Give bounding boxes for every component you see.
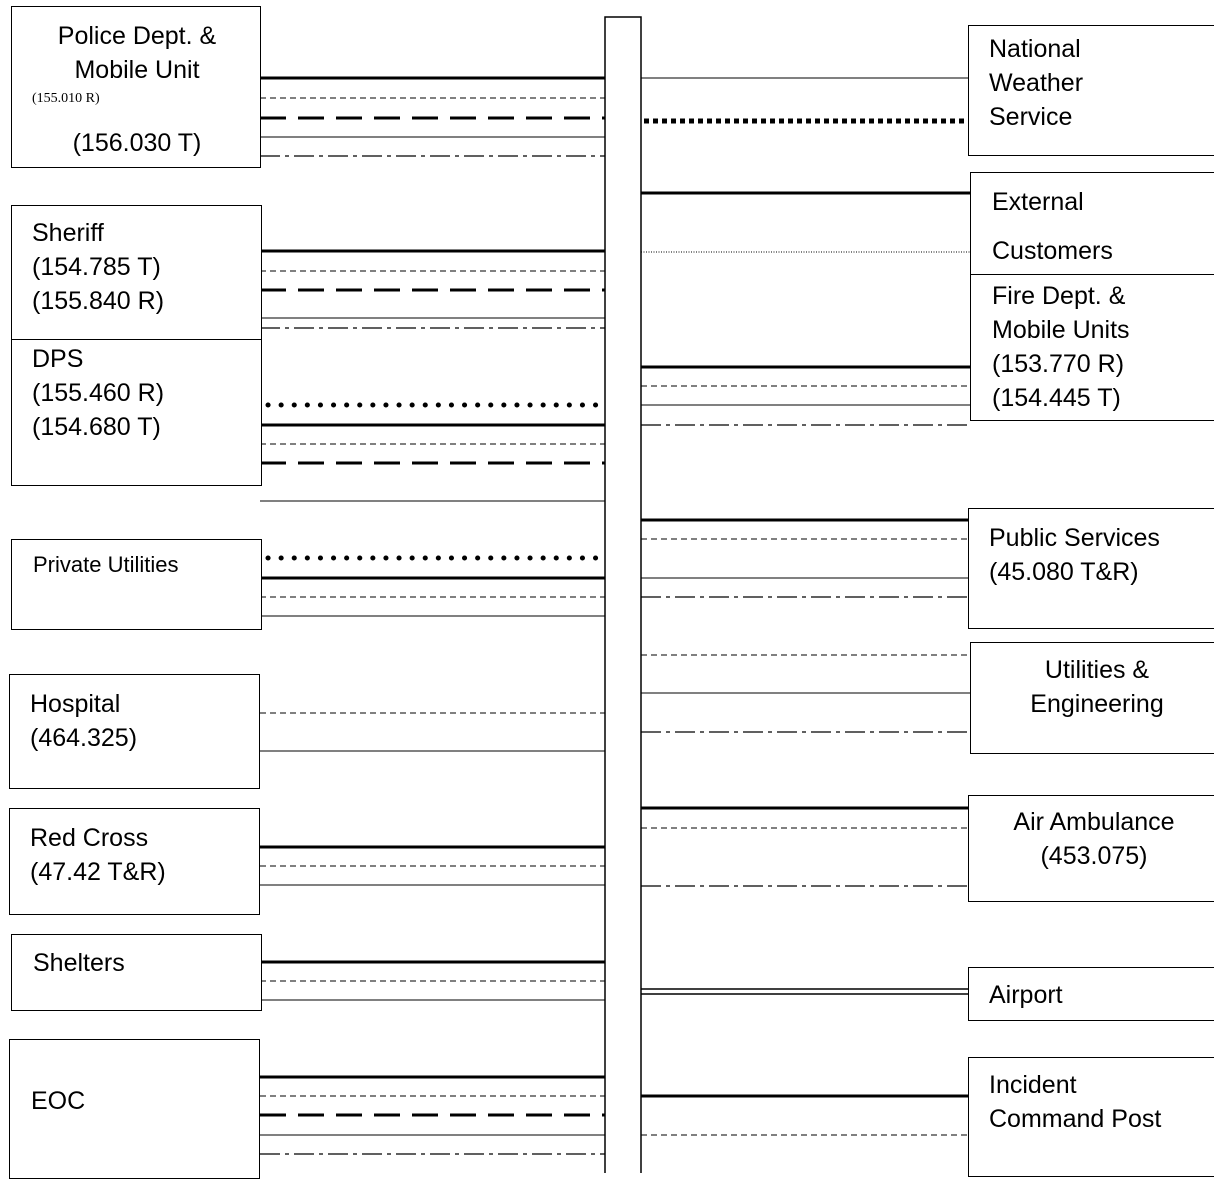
- fire-label-line1: Fire Dept. &: [992, 279, 1125, 313]
- air-ambulance-label: Air Ambulance: [969, 805, 1214, 839]
- sheriff-freq-t: (154.785 T): [32, 250, 161, 284]
- incident-command-post-box: Incident Command Post: [968, 1057, 1214, 1177]
- eoc-box: EOC: [9, 1039, 260, 1179]
- weather-label-line1: National: [989, 32, 1081, 66]
- police-label-line2: Mobile Unit: [12, 53, 262, 87]
- airport-box: Airport: [968, 967, 1214, 1021]
- sheriff-box: Sheriff (154.785 T) (155.840 R): [11, 205, 262, 341]
- utilities-eng-label-line2: Engineering: [971, 687, 1214, 721]
- fire-box: Fire Dept. & Mobile Units (153.770 R) (1…: [970, 274, 1214, 421]
- public-services-label: Public Services: [989, 521, 1160, 555]
- external-label-line1: External: [992, 185, 1084, 219]
- external-label-line2: Customers: [992, 234, 1113, 268]
- sheriff-label: Sheriff: [32, 216, 104, 250]
- central-bus: [605, 17, 641, 1173]
- shelters-label: Shelters: [33, 946, 125, 980]
- red-cross-freq: (47.42 T&R): [30, 855, 166, 889]
- weather-label-line3: Service: [989, 100, 1072, 134]
- hospital-label: Hospital: [30, 687, 120, 721]
- weather-label-line2: Weather: [989, 66, 1083, 100]
- police-freq-r: (155.010 R): [32, 90, 100, 108]
- fire-label-line2: Mobile Units: [992, 313, 1130, 347]
- utilities-engineering-box: Utilities & Engineering: [970, 642, 1214, 754]
- weather-box: National Weather Service: [968, 25, 1214, 156]
- airport-label: Airport: [989, 978, 1063, 1012]
- police-box: Police Dept. & Mobile Unit (155.010 R) (…: [11, 6, 261, 168]
- hospital-box: Hospital (464.325): [9, 674, 260, 789]
- sheriff-freq-r: (155.840 R): [32, 284, 164, 318]
- police-label-line1: Police Dept. &: [12, 19, 262, 53]
- dps-freq-t: (154.680 T): [32, 410, 161, 444]
- private-utilities-label: Private Utilities: [33, 548, 178, 582]
- shelters-box: Shelters: [11, 934, 262, 1011]
- public-services-freq: (45.080 T&R): [989, 555, 1139, 589]
- dps-label: DPS: [32, 342, 83, 376]
- dps-box: DPS (155.460 R) (154.680 T): [11, 339, 262, 486]
- police-freq-t: (156.030 T): [12, 126, 262, 160]
- red-cross-box: Red Cross (47.42 T&R): [9, 808, 260, 915]
- private-utilities-box: Private Utilities: [11, 539, 262, 630]
- air-ambulance-freq: (453.075): [969, 839, 1214, 873]
- air-ambulance-box: Air Ambulance (453.075): [968, 795, 1214, 902]
- fire-freq-t: (154.445 T): [992, 381, 1121, 415]
- icp-label-line1: Incident: [989, 1068, 1077, 1102]
- fire-freq-r: (153.770 R): [992, 347, 1124, 381]
- red-cross-label: Red Cross: [30, 821, 148, 855]
- hospital-freq: (464.325): [30, 721, 137, 755]
- public-services-box: Public Services (45.080 T&R): [968, 508, 1214, 629]
- eoc-label: EOC: [31, 1084, 85, 1118]
- external-customers-box: External Customers: [970, 172, 1214, 276]
- utilities-eng-label-line1: Utilities &: [971, 653, 1214, 687]
- dps-freq-r: (155.460 R): [32, 376, 164, 410]
- icp-label-line2: Command Post: [989, 1102, 1161, 1136]
